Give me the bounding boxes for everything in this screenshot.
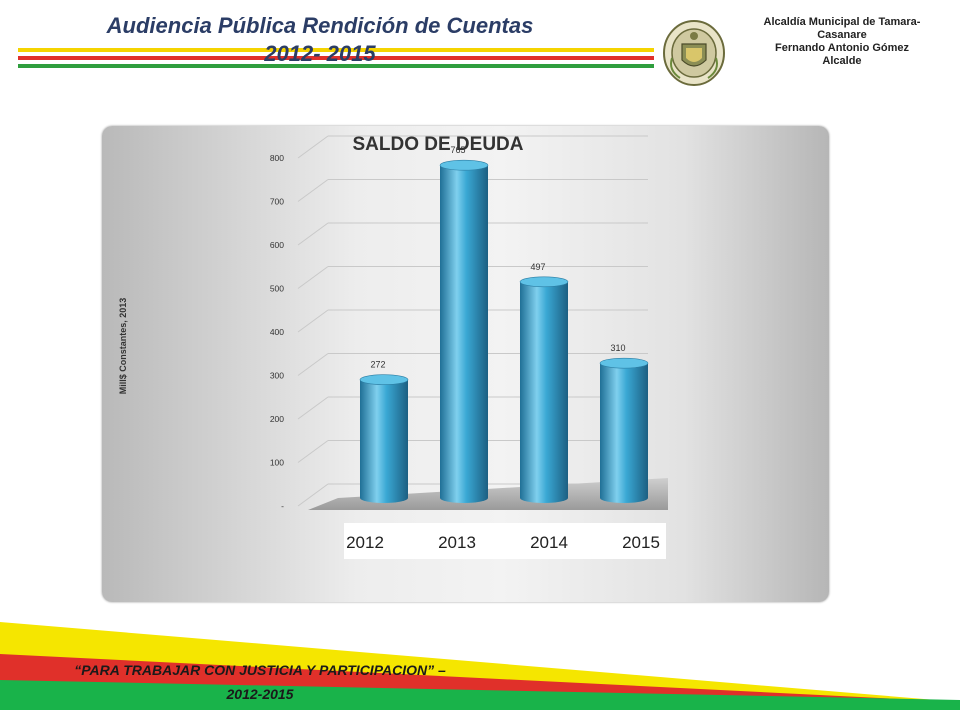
mayor-line-2: Casanare	[817, 29, 867, 41]
bar-top-2012	[359, 374, 409, 385]
page-title: Audiencia Pública Rendición de Cuentas 2…	[40, 12, 600, 68]
bar-2015	[600, 363, 648, 503]
y-tick-label: 400	[270, 327, 284, 337]
y-tick-label: 200	[270, 414, 284, 424]
header-stripe-green	[18, 64, 654, 68]
bar-2012	[360, 379, 408, 503]
title-line-1: Audiencia Pública Rendición de Cuentas	[106, 13, 534, 38]
gridline-depth	[297, 440, 329, 463]
gridline-depth	[297, 396, 329, 420]
x-tick-label-2013: 2013	[438, 533, 476, 552]
gridline-depth	[297, 309, 329, 333]
mayor-line-4: Alcalde	[822, 55, 862, 67]
x-tick-label-2015: 2015	[622, 533, 660, 552]
y-tick-label: 700	[270, 197, 284, 207]
footer-slogan: “PARA TRABAJAR CON JUSTICIA Y PARTICIPAC…	[0, 658, 520, 706]
slogan-line-2: 2012-2015	[226, 686, 294, 702]
debt-balance-chart: SALDO DE DEUDA Mill$ Constantes, 2013 - 100…	[118, 134, 668, 559]
slogan-line-1: “PARA TRABAJAR CON JUSTICIA Y PARTICIPAC…	[74, 662, 446, 678]
municipal-crest-icon	[663, 20, 725, 86]
y-tick-label: 500	[270, 284, 284, 294]
mayor-info: Alcaldía Municipal de Tamara- Casanare F…	[742, 16, 942, 68]
y-tick-label: -	[281, 501, 284, 511]
y-tick-label: 300	[270, 371, 284, 381]
mayor-line-1: Alcaldía Municipal de Tamara-	[763, 16, 921, 28]
footer-band-green	[0, 680, 960, 710]
category-label-box	[344, 523, 666, 559]
y-tick-label: 600	[270, 240, 284, 250]
x-tick-label-2014: 2014	[530, 533, 568, 552]
chart-title: SALDO DE DEUDA	[352, 134, 523, 155]
y-tick-label: 800	[270, 153, 284, 163]
gridline-depth	[297, 483, 329, 507]
header-stripe-red	[18, 56, 654, 60]
title-line-2: 2012- 2015	[264, 41, 376, 66]
data-label-2012: 272	[370, 360, 385, 370]
x-tick-label-2012: 2012	[346, 533, 384, 552]
footer-band	[0, 622, 960, 710]
data-label-2013: 765	[450, 145, 465, 155]
gridline-depth	[297, 222, 329, 246]
data-label-2015: 310	[610, 343, 625, 353]
bar-top-2015	[599, 357, 649, 369]
mayor-line-3: Fernando Antonio Gómez	[774, 42, 910, 54]
bar-top-2013	[439, 159, 489, 171]
header-stripes	[18, 44, 654, 72]
gridline-depth	[297, 353, 329, 376]
bar-top-2014	[519, 276, 569, 288]
gridline-depth	[297, 135, 329, 159]
y-tick-label: 100	[270, 458, 284, 468]
gridline-depth	[297, 179, 329, 202]
y-axis-label: Mill$ Constantes, 2013	[118, 298, 128, 395]
bar-2013	[440, 165, 488, 503]
data-label-2014: 497	[530, 262, 545, 272]
bar-2014	[520, 281, 568, 503]
gridline-depth	[297, 266, 329, 289]
header-stripe-yellow	[18, 48, 654, 52]
